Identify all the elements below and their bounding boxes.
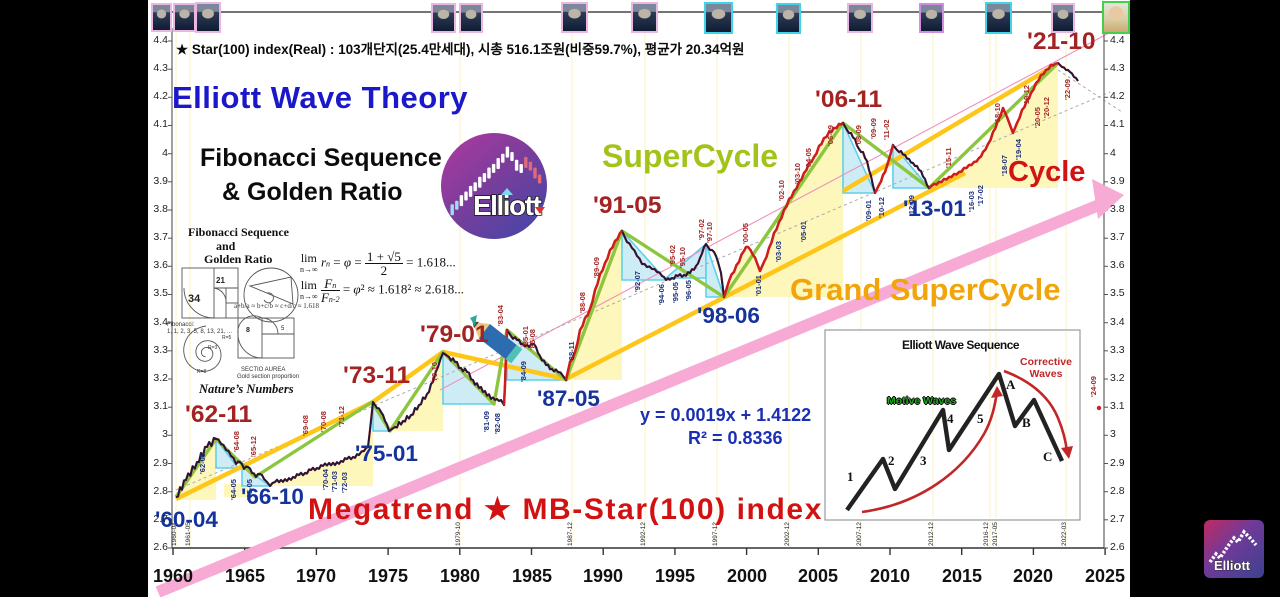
svg-text:'83-04: '83-04: [496, 304, 505, 326]
svg-text:'70-08: '70-08: [319, 411, 328, 432]
svg-text:'02-10: '02-10: [777, 180, 786, 201]
svg-text:1992-12: 1992-12: [640, 522, 647, 546]
svg-text:'64-05: '64-05: [229, 479, 238, 500]
svg-text:'89-09: '89-09: [592, 257, 601, 278]
svg-text:1979-10: 1979-10: [455, 522, 462, 546]
svg-text:'01-01: '01-01: [754, 275, 763, 296]
svg-text:'97-10: '97-10: [705, 222, 714, 243]
svg-text:'88-11: '88-11: [567, 341, 576, 362]
svg-text:21: 21: [216, 276, 225, 285]
svg-text:'03-10: '03-10: [793, 163, 802, 184]
svg-text:'78-10: '78-10: [430, 362, 439, 383]
svg-text:'70-04: '70-04: [321, 468, 330, 490]
svg-text:2022-03: 2022-03: [1061, 522, 1068, 546]
svg-text:34: 34: [188, 293, 201, 305]
svg-text:2016-12: 2016-12: [983, 522, 990, 546]
svg-text:a+b/a ≈ b+c/b ≈ c+d/c ≈ 1.618: a+b/a ≈ b+c/b ≈ c+d/c ≈ 1.618: [234, 302, 319, 310]
svg-text:1997-12: 1997-12: [712, 522, 719, 546]
svg-text:'09-09: '09-09: [869, 118, 878, 139]
svg-text:R=3: R=3: [208, 345, 218, 351]
svg-text:'96-05: '96-05: [684, 280, 693, 301]
svg-text:1987-12: 1987-12: [567, 522, 574, 546]
svg-text:'85-08: '85-08: [528, 329, 537, 350]
svg-text:'95-02: '95-02: [668, 245, 677, 266]
svg-text:'62-05: '62-05: [198, 453, 207, 474]
svg-text:'71-12: '71-12: [337, 406, 346, 427]
svg-text:'20-05: '20-05: [1033, 107, 1042, 128]
svg-text:Elliott: Elliott: [1214, 558, 1251, 573]
svg-text:'97-02: '97-02: [697, 219, 706, 240]
svg-text:'81-09: '81-09: [482, 411, 491, 432]
svg-text:'82-08: '82-08: [493, 413, 502, 434]
svg-text:SECTIO AUREA: SECTIO AUREA: [241, 367, 285, 373]
svg-text:'85-01: '85-01: [521, 326, 530, 347]
svg-text:'94-06: '94-06: [657, 284, 666, 305]
svg-text:'19-12: '19-12: [1022, 85, 1031, 106]
svg-text:'64-08: '64-08: [232, 431, 241, 452]
svg-text:'09-01: '09-01: [864, 200, 873, 221]
svg-text:'71-03: '71-03: [330, 471, 339, 492]
svg-text:Gold section proportion: Gold section proportion: [237, 374, 299, 380]
svg-text:'92-07: '92-07: [633, 271, 642, 292]
svg-text:1961-05: 1961-05: [185, 522, 192, 546]
svg-text:Fibonacci:: Fibonacci:: [167, 322, 195, 328]
svg-text:'18-10: '18-10: [993, 103, 1002, 124]
svg-text:'18-07: '18-07: [1000, 155, 1009, 176]
svg-text:'88-08: '88-08: [578, 292, 587, 313]
svg-text:'95-10: '95-10: [678, 247, 687, 268]
svg-text:'03-03: '03-03: [774, 241, 783, 262]
svg-text:'95-05: '95-05: [671, 282, 680, 303]
svg-text:'06-09: '06-09: [826, 125, 835, 146]
svg-text:'24-09: '24-09: [1089, 376, 1098, 397]
svg-text:2007-12: 2007-12: [856, 522, 863, 546]
svg-text:'12-09: '12-09: [907, 195, 916, 216]
svg-text:'15-11: '15-11: [944, 147, 953, 168]
svg-text:1960-04: 1960-04: [171, 522, 178, 546]
svg-text:'69-08: '69-08: [301, 415, 310, 436]
svg-text:2012-12: 2012-12: [928, 522, 935, 546]
svg-text:5: 5: [281, 326, 285, 332]
svg-text:'11-02: '11-02: [882, 119, 891, 140]
svg-text:'20-12: '20-12: [1042, 97, 1051, 118]
svg-text:'19-04: '19-04: [1014, 138, 1023, 160]
svg-text:'08-09: '08-09: [854, 125, 863, 146]
svg-text:'16-03: '16-03: [967, 191, 976, 212]
svg-text:'22-09: '22-09: [1063, 79, 1072, 100]
svg-text:'05-01: '05-01: [799, 221, 808, 242]
svg-text:1, 1, 2, 3, 5, 8, 13, 21, ...: 1, 1, 2, 3, 5, 8, 13, 21, ...: [167, 329, 232, 335]
svg-text:'84-09: '84-09: [519, 361, 528, 382]
svg-text:8: 8: [246, 327, 250, 334]
svg-text:'04-05: '04-05: [804, 148, 813, 169]
svg-text:'65-05: '65-05: [245, 479, 254, 500]
svg-text:'65-12: '65-12: [249, 436, 258, 457]
svg-text:2017-05: 2017-05: [992, 522, 999, 546]
svg-text:'10-12: '10-12: [877, 197, 886, 218]
svg-text:R=5: R=5: [222, 335, 232, 341]
svg-text:'72-03: '72-03: [340, 472, 349, 493]
svg-text:'00-05: '00-05: [741, 223, 750, 244]
svg-text:2002-12: 2002-12: [784, 522, 791, 546]
svg-text:R=8: R=8: [197, 369, 207, 375]
svg-text:'17-02: '17-02: [976, 185, 985, 206]
